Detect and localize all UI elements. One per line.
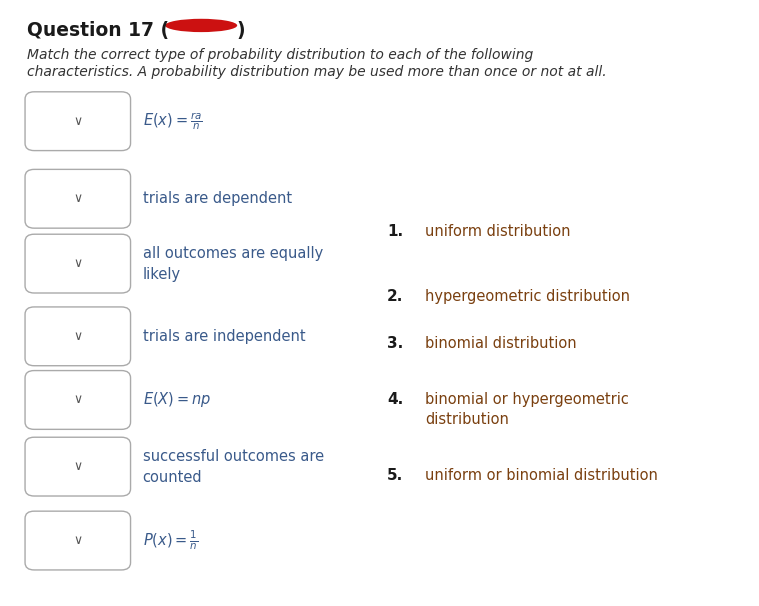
- Ellipse shape: [165, 19, 238, 32]
- FancyBboxPatch shape: [25, 438, 131, 496]
- Text: ∨: ∨: [73, 393, 83, 407]
- FancyBboxPatch shape: [25, 235, 131, 293]
- FancyBboxPatch shape: [25, 511, 131, 570]
- Text: 1.: 1.: [387, 224, 403, 239]
- Text: binomial distribution: binomial distribution: [425, 336, 577, 351]
- Text: characteristics. A probability distribution may be used more than once or not at: characteristics. A probability distribut…: [27, 65, 606, 79]
- Text: ∨: ∨: [73, 115, 83, 128]
- FancyBboxPatch shape: [25, 370, 131, 429]
- Text: 4.: 4.: [387, 392, 403, 407]
- FancyBboxPatch shape: [25, 92, 131, 150]
- Text: hypergeometric distribution: hypergeometric distribution: [425, 289, 630, 304]
- Text: Question 17 (: Question 17 (: [27, 21, 168, 40]
- Text: all outcomes are equally
likely: all outcomes are equally likely: [143, 245, 323, 282]
- Text: trials are independent: trials are independent: [143, 329, 305, 344]
- Text: $E(X) = np$: $E(X) = np$: [143, 390, 211, 410]
- Text: 5.: 5.: [387, 468, 403, 483]
- Text: ∨: ∨: [73, 534, 83, 547]
- FancyBboxPatch shape: [25, 307, 131, 365]
- Text: 3.: 3.: [387, 336, 403, 351]
- Text: uniform distribution: uniform distribution: [425, 224, 571, 239]
- Text: Match the correct type of probability distribution to each of the following: Match the correct type of probability di…: [27, 48, 533, 62]
- Text: ∨: ∨: [73, 330, 83, 343]
- Text: ∨: ∨: [73, 460, 83, 473]
- Text: successful outcomes are
counted: successful outcomes are counted: [143, 448, 324, 485]
- Text: $E(x) = \frac{ra}{n}$: $E(x) = \frac{ra}{n}$: [143, 110, 203, 132]
- Text: ): ): [237, 21, 245, 40]
- Text: ∨: ∨: [73, 192, 83, 205]
- Text: trials are dependent: trials are dependent: [143, 191, 291, 206]
- Text: uniform or binomial distribution: uniform or binomial distribution: [425, 468, 658, 483]
- FancyBboxPatch shape: [25, 169, 131, 228]
- Text: binomial or hypergeometric
distribution: binomial or hypergeometric distribution: [425, 392, 629, 427]
- Text: ∨: ∨: [73, 257, 83, 270]
- Text: 2.: 2.: [387, 289, 404, 304]
- Text: $P(x) = \frac{1}{n}$: $P(x) = \frac{1}{n}$: [143, 529, 198, 552]
